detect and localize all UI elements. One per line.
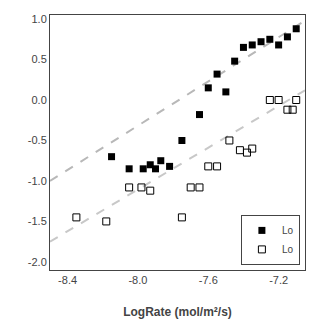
svg-text:-1.5: -1.5 xyxy=(28,215,47,227)
svg-text:-1.0: -1.0 xyxy=(28,175,47,187)
svg-text:Lo: Lo xyxy=(282,225,294,236)
svg-text:-7.6: -7.6 xyxy=(199,274,218,286)
svg-text:0.5: 0.5 xyxy=(32,53,47,65)
svg-text:-0.5: -0.5 xyxy=(28,134,47,146)
svg-text:Lo: Lo xyxy=(282,244,294,255)
svg-text:0.0: 0.0 xyxy=(32,94,47,106)
svg-text:-8.4: -8.4 xyxy=(58,274,77,286)
svg-text:LogRate (mol/m²/s): LogRate (mol/m²/s) xyxy=(123,305,232,319)
svg-text:-2.0: -2.0 xyxy=(28,256,47,268)
svg-text:-8.0: -8.0 xyxy=(128,274,147,286)
svg-text:-7.2: -7.2 xyxy=(269,274,288,286)
svg-text:1.0: 1.0 xyxy=(32,13,47,25)
